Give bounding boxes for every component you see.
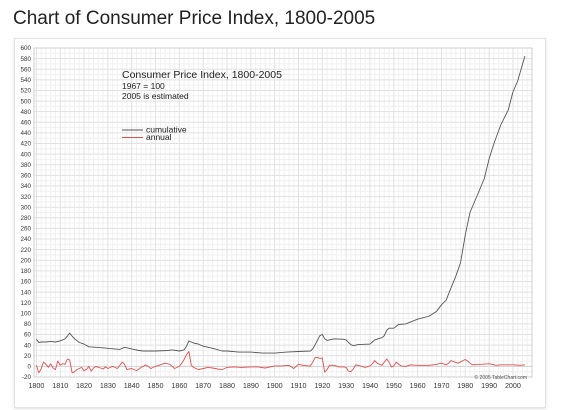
y-tick-label: 160 bbox=[20, 279, 31, 286]
x-tick-label: 1920 bbox=[314, 381, 330, 390]
y-tick-label: 100 bbox=[20, 311, 31, 318]
y-tick-label: 260 bbox=[20, 226, 31, 233]
y-tick-label: 360 bbox=[20, 173, 31, 180]
x-tick-label: 1940 bbox=[362, 381, 378, 390]
x-tick-label: 2000 bbox=[505, 381, 521, 390]
y-tick-label: 340 bbox=[20, 183, 31, 190]
y-tick-label: 420 bbox=[20, 141, 31, 148]
y-tick-label: 220 bbox=[20, 247, 31, 254]
legend-label-cumulative: cumulative bbox=[146, 125, 187, 135]
chart-title: Consumer Price Index, 1800-2005 bbox=[122, 69, 282, 81]
y-tick-label: 20 bbox=[24, 353, 32, 360]
plot-area-border bbox=[33, 47, 533, 378]
y-tick-label: 80 bbox=[24, 321, 32, 328]
x-tick-label: 1870 bbox=[195, 381, 211, 390]
x-tick-label: 1950 bbox=[386, 381, 402, 390]
y-axis-ticks: -20 0 20 40 60 80 100 120 140 160 180 200 220 240 260 2… bbox=[20, 45, 31, 381]
x-tick-label: 1890 bbox=[243, 381, 259, 390]
y-tick-label: 540 bbox=[20, 77, 31, 84]
x-tick-label: 1830 bbox=[100, 381, 116, 390]
x-tick-label: 1850 bbox=[148, 381, 164, 390]
legend: cumulative annual bbox=[122, 125, 187, 142]
x-tick-label: 1970 bbox=[433, 381, 449, 390]
x-tick-label: 1860 bbox=[171, 381, 187, 390]
x-tick-label: 1990 bbox=[481, 381, 497, 390]
x-tick-label: 1930 bbox=[338, 381, 354, 390]
plot-border bbox=[33, 47, 533, 378]
x-tick-label: 1820 bbox=[76, 381, 92, 390]
y-tick-label: 200 bbox=[20, 257, 31, 264]
y-tick-label: -20 bbox=[22, 374, 32, 381]
y-tick-label: 180 bbox=[20, 268, 31, 275]
y-tick-label: 580 bbox=[20, 56, 31, 63]
chart-credit: © 2005 TableChart.com bbox=[474, 374, 527, 381]
series-line-annual bbox=[35, 351, 525, 374]
x-tick-label: 1840 bbox=[124, 381, 140, 390]
y-tick-label: 560 bbox=[20, 66, 31, 73]
x-axis-ticks: 1800 1810 1820 1830 1840 1850 1860 1870 1880 1890… bbox=[28, 381, 521, 390]
y-tick-label: 40 bbox=[24, 342, 32, 349]
y-tick-label: 480 bbox=[20, 109, 31, 116]
legend-label-annual: annual bbox=[146, 132, 172, 142]
y-tick-label: 440 bbox=[20, 130, 31, 137]
y-tick-label: 140 bbox=[20, 289, 31, 296]
y-tick-label: 0 bbox=[27, 364, 31, 371]
page-title: Chart of Consumer Price Index, 1800-2005 bbox=[13, 8, 376, 29]
chart-grid bbox=[34, 47, 533, 378]
y-tick-label: 380 bbox=[20, 162, 31, 169]
y-tick-label: 60 bbox=[24, 332, 32, 339]
chart-subtitle-base: 1967 = 100 bbox=[122, 81, 165, 91]
y-tick-label: 320 bbox=[20, 194, 31, 201]
y-tick-label: 460 bbox=[20, 119, 31, 126]
series-line-cumulative bbox=[36, 55, 526, 354]
y-tick-label: 520 bbox=[20, 88, 31, 95]
x-tick-label: 1900 bbox=[267, 381, 283, 390]
y-tick-label: 500 bbox=[20, 98, 31, 105]
x-tick-label: 1880 bbox=[219, 381, 235, 390]
y-tick-label: 280 bbox=[20, 215, 31, 222]
x-tick-label: 1960 bbox=[410, 381, 426, 390]
series-layer bbox=[35, 55, 526, 374]
y-tick-label: 300 bbox=[20, 204, 31, 211]
x-tick-label: 1910 bbox=[290, 381, 306, 390]
chart-annotation: Consumer Price Index, 1800-2005 1967 = 1… bbox=[122, 69, 282, 101]
y-tick-label: 240 bbox=[20, 236, 31, 243]
y-tick-label: 120 bbox=[20, 300, 31, 307]
chart-subtitle-estimate: 2005 is estimated bbox=[122, 91, 189, 101]
x-tick-label: 1980 bbox=[457, 381, 473, 390]
y-tick-label: 600 bbox=[20, 45, 31, 52]
x-tick-label: 1810 bbox=[52, 381, 68, 390]
x-tick-label: 1800 bbox=[28, 381, 44, 390]
y-tick-label: 400 bbox=[20, 151, 31, 158]
